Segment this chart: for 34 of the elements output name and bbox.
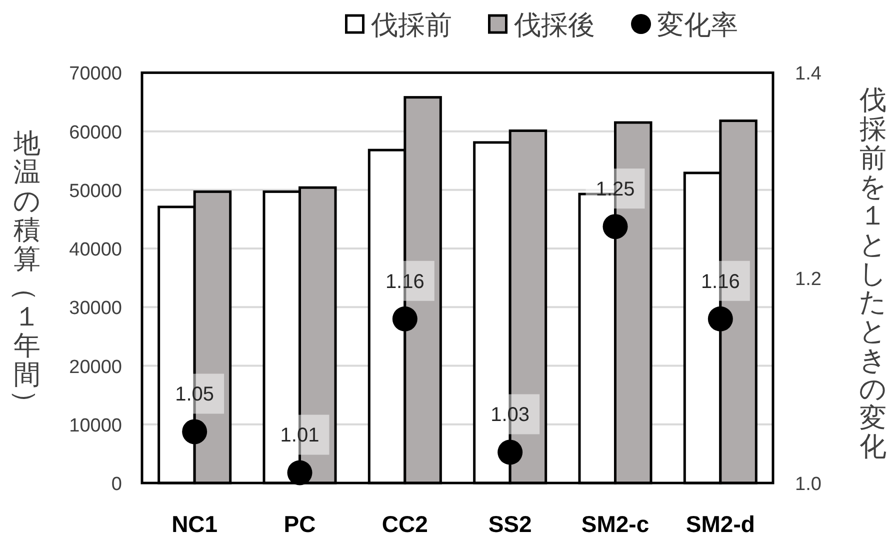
y-axis-title: 地温の積算（１年間） (10, 128, 41, 416)
y-tick-label: 70000 (69, 64, 122, 85)
y-tick-label: 30000 (69, 298, 122, 320)
y-tick-label: 60000 (69, 122, 122, 144)
x-tick-label: SM2-c (581, 511, 650, 537)
data-label: 1.25 (596, 178, 635, 201)
data-label: 1.16 (700, 270, 740, 293)
x-tick-label: SS2 (488, 511, 532, 537)
y-tick-label: 0 (111, 474, 122, 495)
point (498, 440, 523, 465)
y2-tick-label: 1.4 (795, 64, 822, 85)
x-tick-label: NC1 (172, 511, 218, 537)
point (182, 419, 208, 444)
x-tick-label: CC2 (382, 511, 428, 537)
data-label: 1.03 (490, 404, 530, 426)
y-tick-label: 40000 (69, 240, 122, 261)
data-label: 1.05 (175, 384, 214, 406)
legend-label: 変化率 (657, 10, 738, 40)
point (392, 306, 418, 332)
data-label: 1.16 (385, 270, 424, 293)
x-tick-label: SM2-d (686, 511, 755, 537)
x-tick-label: PC (284, 511, 316, 537)
y-tick-label: 20000 (69, 356, 122, 378)
y2-tick-label: 1.2 (795, 268, 822, 290)
point (708, 306, 733, 332)
legend-label: 伐採後 (514, 10, 595, 40)
data-label: 1.01 (280, 424, 320, 447)
y2-tick-label: 1.0 (795, 474, 822, 495)
y-tick-label: 50000 (69, 180, 122, 202)
point (287, 460, 312, 486)
legend-label: 伐採前 (371, 10, 452, 40)
y-tick-label: 10000 (69, 415, 122, 436)
y2-axis-title: 伐採前を１としたときの変化 (859, 84, 887, 462)
point (602, 214, 628, 240)
